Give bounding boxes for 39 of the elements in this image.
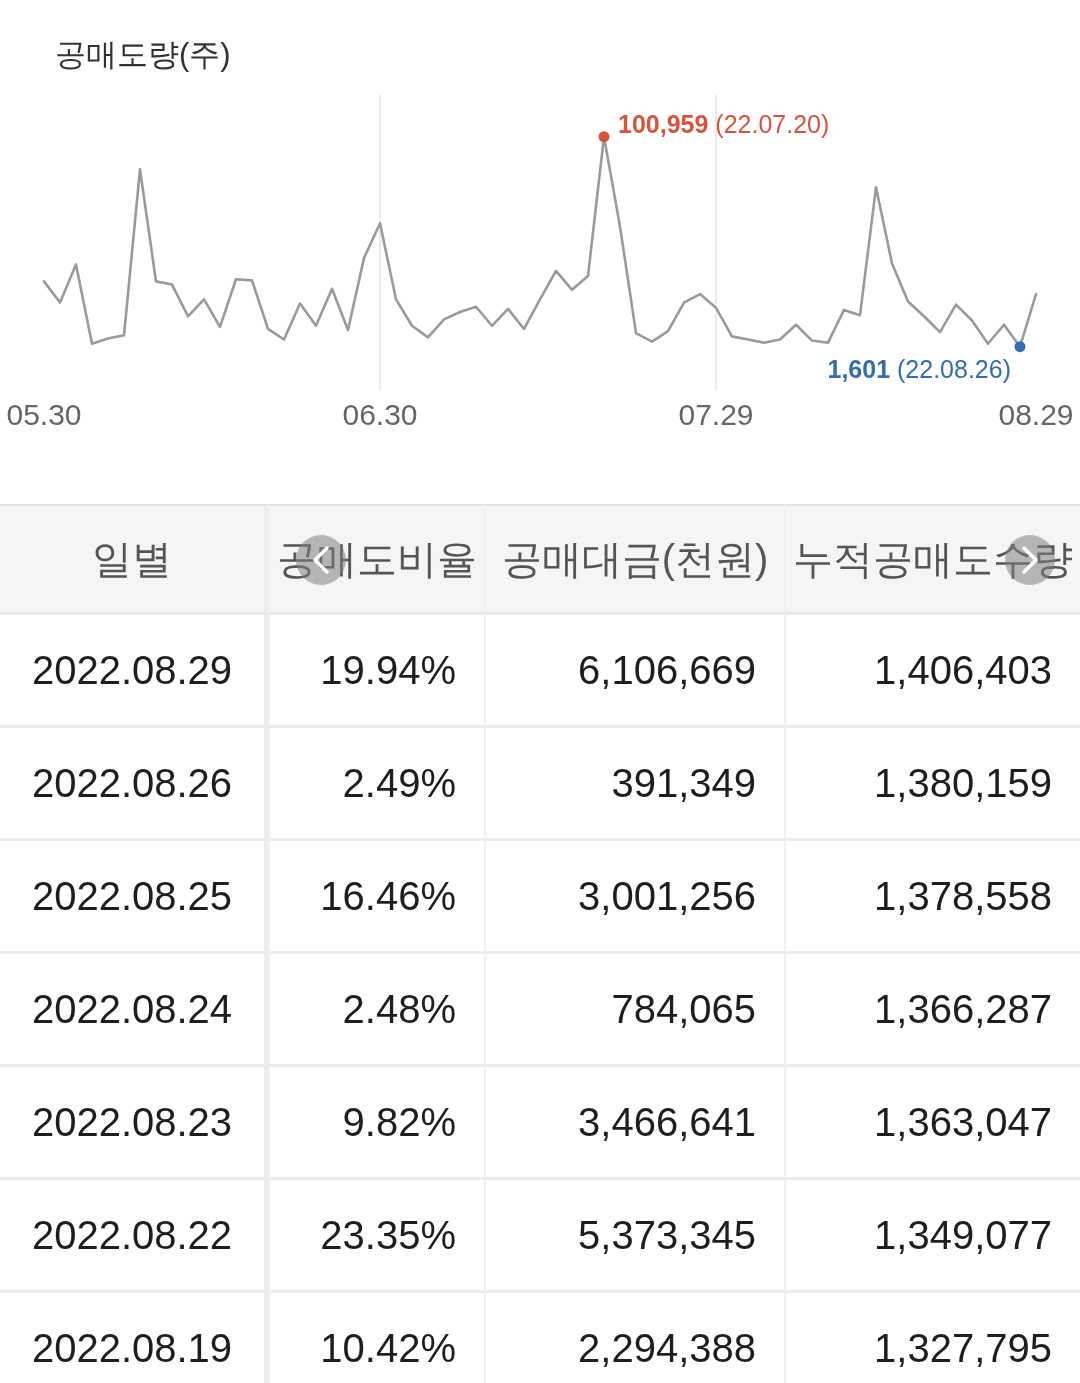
text: 2022.08.19 <box>0 1293 268 1383</box>
data-label: 1,601 (22.08.26) <box>827 354 1011 383</box>
text: 1,378,558 <box>784 841 1080 954</box>
text: 784,065 <box>484 954 784 1067</box>
category-label: 공매대금(천원) <box>484 504 784 615</box>
text: 2022.08.26 <box>0 728 268 841</box>
text: 10.42% <box>268 1293 484 1383</box>
text: 1,406,403 <box>784 615 1080 728</box>
text: 2.49% <box>268 728 484 841</box>
text: 1,363,047 <box>784 1067 1080 1180</box>
text: 16.46% <box>268 841 484 954</box>
category-label: 누적공매도수량 <box>784 504 1080 615</box>
chart-title: 공매도량(주) <box>55 37 231 72</box>
x-tick-label: 06.30 <box>342 398 418 431</box>
text: 6,106,669 <box>484 615 784 728</box>
category-label: 공매도비율 <box>268 504 484 615</box>
text: 1,349,077 <box>784 1180 1080 1293</box>
text: 3,001,256 <box>484 841 784 954</box>
text: 1,366,287 <box>784 954 1080 1067</box>
text: 2,294,388 <box>484 1293 784 1383</box>
text: 23.35% <box>268 1180 484 1293</box>
text: 1,380,159 <box>784 728 1080 841</box>
text: 5,373,345 <box>484 1180 784 1293</box>
category-label: 일별 <box>0 504 268 615</box>
text: 2022.08.24 <box>0 954 268 1067</box>
text: 3,466,641 <box>484 1067 784 1180</box>
text: 2022.08.22 <box>0 1180 268 1293</box>
data-label: 100,959 (22.07.20) <box>618 109 830 138</box>
text: 2022.08.25 <box>0 841 268 954</box>
text: 2022.08.23 <box>0 1067 268 1180</box>
text: 2022.08.29 <box>0 615 268 728</box>
x-tick-label: 07.29 <box>678 398 754 431</box>
text: 2.48% <box>268 954 484 1067</box>
x-tick-label: 05.30 <box>6 398 82 431</box>
text: 19.94% <box>268 615 484 728</box>
text: 1,327,795 <box>784 1293 1080 1383</box>
x-tick-label: 08.29 <box>998 398 1074 431</box>
text: 391,349 <box>484 728 784 841</box>
text: 9.82% <box>268 1067 484 1180</box>
